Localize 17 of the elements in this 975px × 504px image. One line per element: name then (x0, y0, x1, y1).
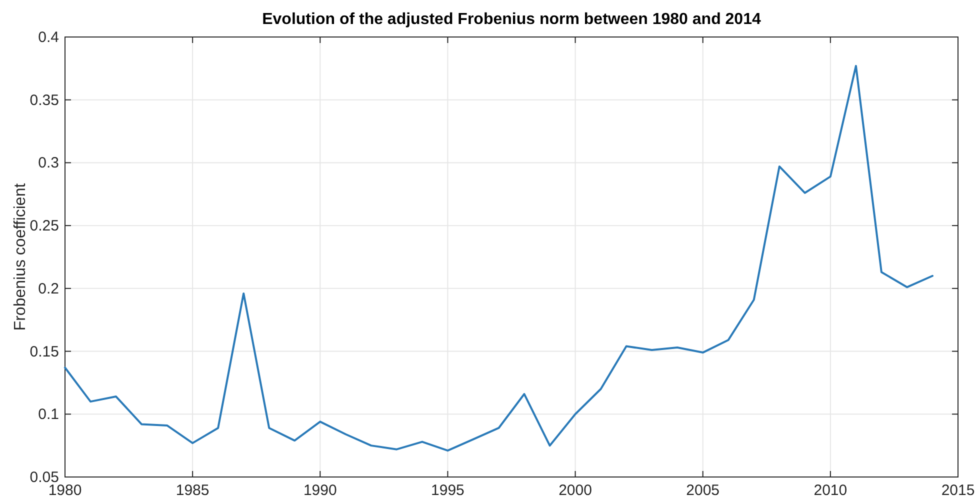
y-tick-label: 0.4 (38, 29, 59, 46)
x-tick-label: 1990 (303, 482, 337, 499)
x-tick-label: 2015 (941, 482, 975, 499)
line-series (64, 64, 934, 452)
x-tick-label: 1985 (176, 482, 210, 499)
y-tick-label: 0.15 (30, 343, 59, 360)
x-tick-label: 2010 (814, 482, 848, 499)
y-tick-label: 0.1 (38, 406, 59, 424)
y-axis-title: Frobenius coefficient (12, 182, 29, 331)
y-tick-label: 0.35 (30, 92, 59, 109)
x-tick-label: 2005 (686, 482, 720, 499)
x-tick-label: 2000 (558, 482, 592, 499)
y-tick-label: 0.3 (38, 154, 59, 172)
x-tick-label: 1995 (431, 482, 464, 499)
chart-title: Evolution of the adjusted Frobenius norm between 1980 and 2014 (262, 11, 761, 28)
y-tick-label: 0.2 (38, 280, 59, 298)
y-tick-label: 0.25 (30, 218, 59, 235)
